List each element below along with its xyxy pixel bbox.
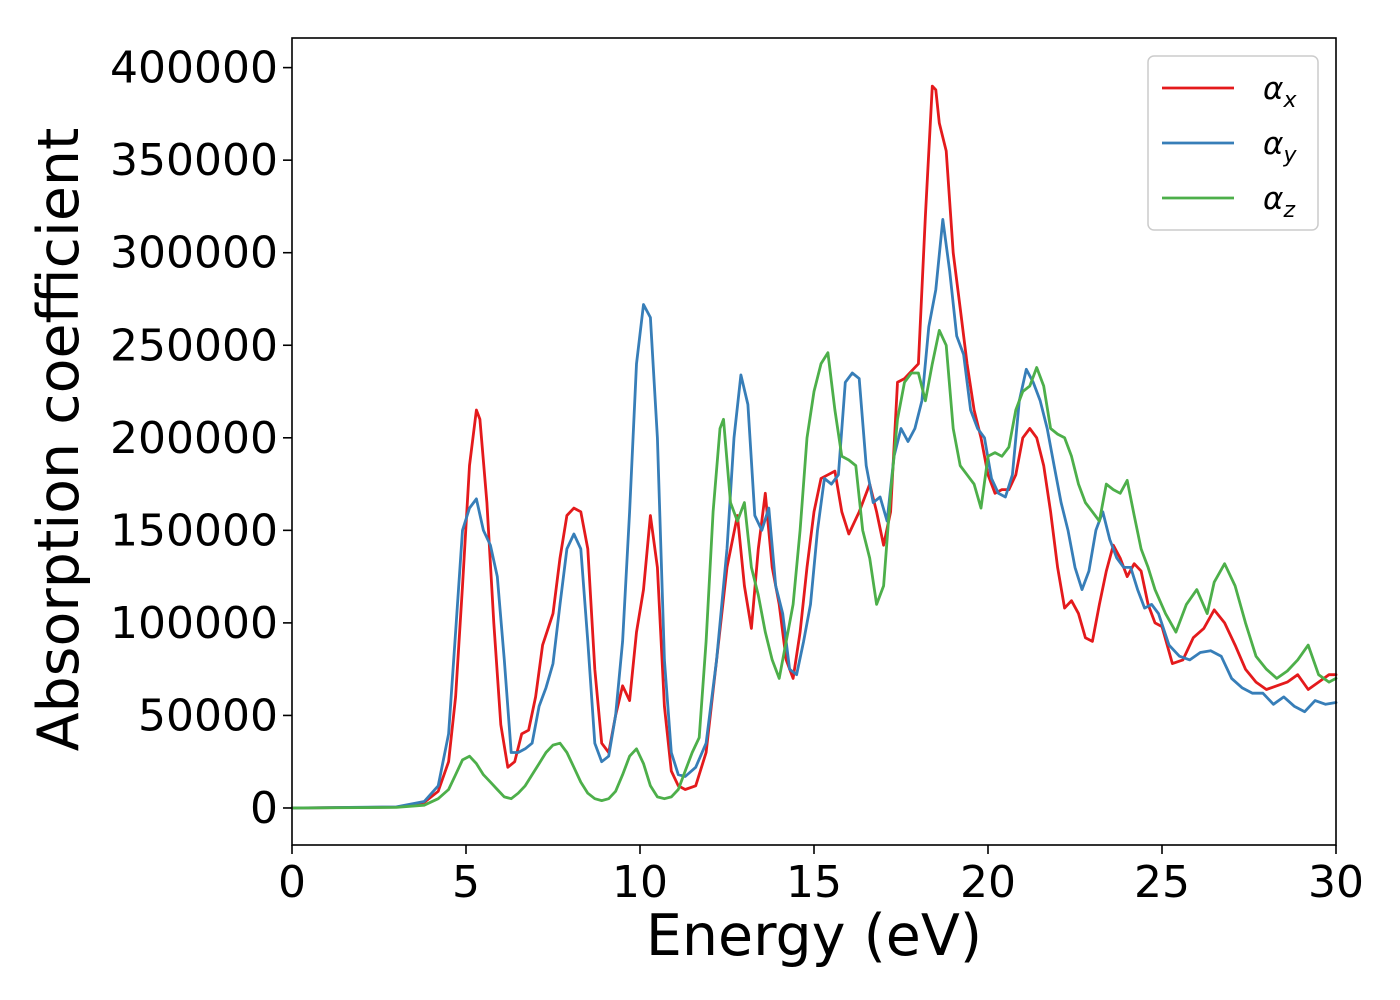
x-tick-label: 5 — [452, 857, 480, 908]
x-axis-title: Energy (eV) — [646, 903, 982, 969]
legend-label-main: α — [1263, 126, 1283, 162]
y-tick-label: 150000 — [110, 505, 278, 556]
series-line-z — [290, 328, 1338, 810]
series-line-x — [290, 84, 1338, 810]
x-tick-label: 15 — [786, 857, 842, 908]
legend-label-main: α — [1263, 181, 1283, 217]
y-axis: 0 50000 100000 150000 200000 250000 300000 3500… — [110, 43, 292, 834]
series-line-y — [290, 217, 1338, 810]
legend-label-subscript: x — [1282, 88, 1297, 113]
legend-label-x: αx — [1263, 71, 1297, 113]
legend-label-y: αy — [1263, 126, 1297, 168]
x-axis: 0 5 10 15 20 25 30 — [278, 845, 1364, 908]
y-tick-label: 200000 — [110, 413, 278, 464]
x-tick-label: 30 — [1308, 857, 1364, 908]
legend-label-subscript: z — [1282, 198, 1295, 223]
legend-label-z: αz — [1263, 181, 1295, 223]
series-layer — [290, 84, 1338, 810]
y-tick-label: 50000 — [138, 690, 278, 741]
y-tick-label: 250000 — [110, 320, 278, 371]
y-axis-title: Absorption coefficient — [26, 128, 92, 752]
y-tick-label: 100000 — [110, 598, 278, 649]
legend-label-subscript: y — [1282, 143, 1297, 168]
legend-label-main: α — [1263, 71, 1283, 107]
x-tick-label: 0 — [278, 857, 306, 908]
y-tick-label: 0 — [250, 783, 278, 834]
y-tick-label: 300000 — [110, 228, 278, 279]
y-tick-label: 400000 — [110, 43, 278, 94]
x-tick-label: 25 — [1134, 857, 1190, 908]
y-tick-label: 350000 — [110, 135, 278, 186]
x-tick-label: 20 — [960, 857, 1016, 908]
x-tick-label: 10 — [612, 857, 668, 908]
